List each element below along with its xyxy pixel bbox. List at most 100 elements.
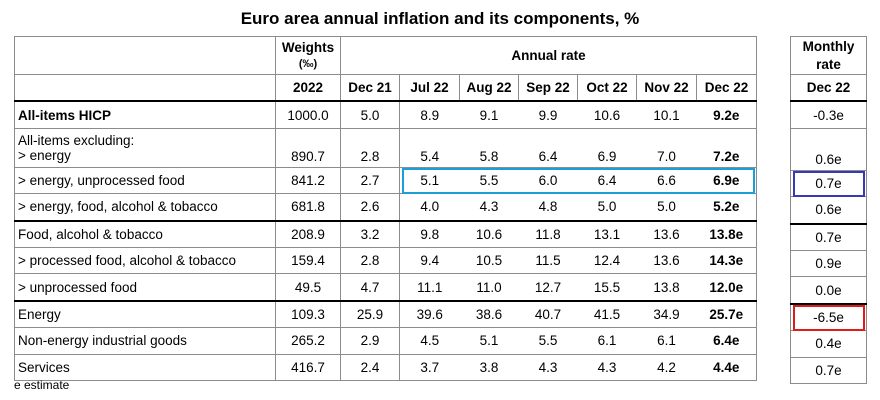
rate-cell: 2.7 (340, 166, 400, 194)
rate-cell: 5.2e (696, 193, 757, 221)
monthly-label-line2: rate (816, 56, 841, 72)
row-label-text: > energy (18, 147, 71, 163)
rate-cell: 6.4 (518, 127, 578, 168)
rate-cell: 4.5 (399, 327, 460, 355)
monthly-cell: 0.9e (790, 249, 867, 277)
rate-cell: 11.1 (399, 273, 460, 301)
table-row: Energy 109.3 25.9 39.6 38.6 40.7 41.5 34.9 25.7e (14, 299, 757, 328)
weight-cell: 208.9 (275, 219, 341, 248)
weight-cell: 890.7 (275, 127, 341, 168)
monthly-row: 0.6e (790, 127, 867, 171)
row-label: Food, alcohol & tobacco (14, 219, 276, 248)
row-label: Energy (14, 299, 276, 328)
monthly-row: 0.0e (790, 276, 867, 304)
monthly-row: 0.7e (790, 169, 867, 197)
rate-cell: 7.2e (696, 127, 757, 168)
rate-cell: 5.4 (399, 127, 460, 168)
month-header: Jul 22 (399, 74, 460, 102)
monthly-row: 0.6e (790, 196, 867, 224)
rate-cell: 10.1 (636, 100, 697, 129)
rate-cell: 13.8e (696, 219, 757, 248)
month-header: Sep 22 (518, 74, 578, 102)
rate-cell: 6.9 (577, 127, 637, 168)
monthly-row: 0.7e (790, 356, 867, 384)
rate-cell: 2.4 (340, 353, 400, 381)
rate-cell: 4.3 (459, 193, 519, 221)
weight-cell: 681.8 (275, 193, 341, 221)
table-row: All-items excluding: > energy 890.7 2.8 5.4 5… (14, 127, 757, 168)
rate-cell: 4.8 (518, 193, 578, 221)
rate-cell: 5.1 (459, 327, 519, 355)
weights-label: Weights (281, 39, 335, 55)
weight-cell: 109.3 (275, 299, 341, 328)
month-header: Aug 22 (459, 74, 519, 102)
rate-cell: 4.3 (518, 353, 578, 381)
table-row: All-items HICP 1000.0 5.0 8.9 9.1 9.9 10.6 10.1… (14, 100, 757, 129)
monthly-row: 0.4e (790, 330, 867, 358)
table-title: Euro area annual inflation and its compo… (240, 9, 640, 28)
monthly-row: -0.3e (790, 100, 867, 129)
rate-cell: 25.9 (340, 299, 400, 328)
rate-cell: 13.6 (636, 219, 697, 248)
row-label: Services (14, 353, 276, 381)
monthly-row: -6.5e (790, 302, 867, 331)
rate-cell: 5.0 (340, 100, 400, 129)
inflation-table: Weights (‰) Annual rate 2022 Dec 21 Jul 2… (14, 36, 757, 381)
rate-cell: 41.5 (577, 299, 637, 328)
monthly-cell: 0.0e (790, 276, 867, 304)
row-label: Non-energy industrial goods (14, 327, 276, 355)
table-row: > processed food, alcohol & tobacco 159.4… (14, 246, 757, 274)
weight-cell: 841.2 (275, 166, 341, 194)
weights-header: Weights (‰) (275, 36, 341, 75)
rate-cell: 14.3e (696, 246, 757, 274)
rate-cell: 9.8 (399, 219, 460, 248)
monthly-label-line1: Monthly (802, 38, 855, 54)
rate-cell: 12.4 (577, 246, 637, 274)
rate-cell: 6.1 (636, 327, 697, 355)
year-header: 2022 (275, 74, 341, 102)
rate-cell: 3.7 (399, 353, 460, 381)
rate-cell: 5.5 (459, 166, 519, 194)
table-row: Services 416.7 2.4 3.7 3.8 4.3 4.3 4.2 4.4e (14, 353, 757, 381)
row-label: > energy, unprocessed food (14, 166, 276, 194)
rate-cell: 11.5 (518, 246, 578, 274)
header-blank-cell (14, 74, 276, 102)
footnote: e estimate (14, 378, 70, 392)
month-header: Dec 21 (340, 74, 400, 102)
rate-cell: 39.6 (399, 299, 460, 328)
rate-cell: 4.2 (636, 353, 697, 381)
month-header: Dec 22 (696, 74, 757, 102)
rate-cell: 6.4e (696, 327, 757, 355)
monthly-row: 0.7e (790, 222, 867, 251)
table-row: > unprocessed food 49.5 4.7 11.1 11.0 12.7 15.… (14, 273, 757, 301)
monthly-cell: 0.7e (790, 222, 867, 251)
row-label: > unprocessed food (14, 273, 276, 301)
weights-unit: (‰) (298, 57, 318, 70)
rate-cell: 12.0e (696, 273, 757, 301)
rate-cell: 11.0 (459, 273, 519, 301)
rate-cell: 6.6 (636, 166, 697, 194)
header-blank-cell (14, 36, 276, 75)
monthly-header: Monthly rate (790, 36, 867, 75)
rate-cell: 4.0 (399, 193, 460, 221)
rate-cell: 13.1 (577, 219, 637, 248)
rate-cell: 6.9e (696, 166, 757, 194)
monthly-row: 0.9e (790, 249, 867, 277)
monthly-month-header: Dec 22 (790, 74, 867, 102)
rate-cell: 9.9 (518, 100, 578, 129)
rate-cell: 3.8 (459, 353, 519, 381)
monthly-cell: 0.4e (790, 330, 867, 358)
rate-cell: 38.6 (459, 299, 519, 328)
annual-rate-header: Annual rate (340, 36, 757, 75)
row-label: All-items HICP (14, 100, 276, 129)
rate-cell: 2.9 (340, 327, 400, 355)
monthly-cell: 0.6e (790, 196, 867, 224)
rate-cell: 2.8 (340, 246, 400, 274)
weight-cell: 49.5 (275, 273, 341, 301)
rate-cell: 2.8 (340, 127, 400, 168)
rate-cell: 13.6 (636, 246, 697, 274)
rate-cell: 9.1 (459, 100, 519, 129)
weight-cell: 1000.0 (275, 100, 341, 129)
rate-cell: 5.1 (399, 166, 460, 194)
rate-cell: 6.4 (577, 166, 637, 194)
